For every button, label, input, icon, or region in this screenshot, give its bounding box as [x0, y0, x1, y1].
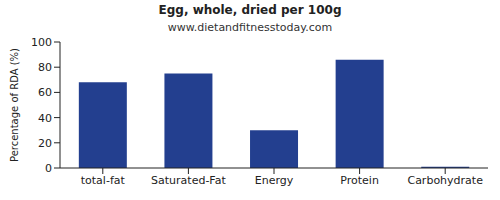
svg-text:20: 20 [38, 137, 52, 150]
svg-text:40: 40 [38, 112, 52, 125]
svg-text:100: 100 [31, 36, 52, 49]
svg-text:Saturated-Fat: Saturated-Fat [151, 174, 226, 187]
svg-text:Energy: Energy [255, 174, 294, 187]
svg-text:Carbohydrate: Carbohydrate [407, 174, 483, 187]
svg-text:Protein: Protein [340, 174, 379, 187]
svg-text:0: 0 [45, 162, 52, 175]
html-text:Egg, whole, dried per 100g: Egg, whole, dried per 100g [158, 3, 342, 17]
svg-text:80: 80 [38, 61, 52, 74]
svg-text:Percentage of RDA (%): Percentage of RDA (%) [9, 48, 20, 162]
svg-text:total-fat: total-fat [81, 174, 126, 187]
svg-text:60: 60 [38, 86, 52, 99]
html-text:www.dietandfitnesstoday.com: www.dietandfitnesstoday.com [167, 21, 333, 34]
